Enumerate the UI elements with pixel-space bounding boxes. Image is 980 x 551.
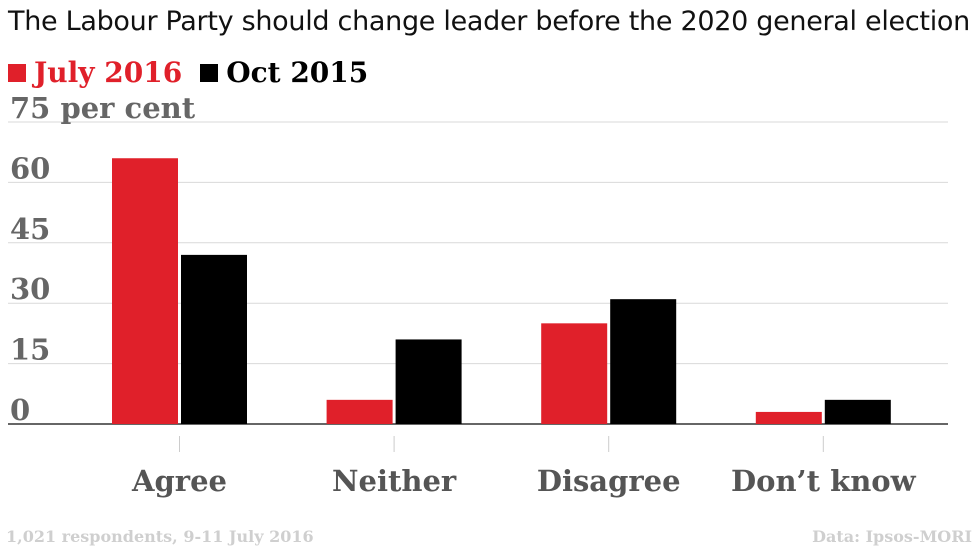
bar-oct-2015-1 xyxy=(395,339,462,424)
legend-swatch-july xyxy=(8,63,26,82)
y-tick-label: 45 xyxy=(10,212,50,246)
bar-july-2016-0 xyxy=(112,158,178,425)
x-category-label: Don’t know xyxy=(731,464,917,498)
legend: July 2016 Oct 2015 xyxy=(8,56,368,89)
y-tick-label: 75 per cent xyxy=(10,91,196,125)
chart-title: The Labour Party should change leader be… xyxy=(8,6,970,37)
x-tick-marks xyxy=(179,436,824,452)
bar-oct-2015-0 xyxy=(181,254,247,424)
y-tick-label: 15 xyxy=(10,333,50,367)
y-tick-label: 60 xyxy=(10,151,50,185)
x-category-label: Disagree xyxy=(537,464,681,498)
bar-oct-2015-2 xyxy=(610,299,677,424)
footer-source: Data: Ipsos-MORI xyxy=(812,527,972,546)
bar-july-2016-3 xyxy=(755,411,822,424)
y-tick-label: 30 xyxy=(10,272,50,306)
bar-july-2016-1 xyxy=(326,399,393,424)
x-category-labels: Agree Neither Disagree Don’t know xyxy=(131,464,917,498)
bars xyxy=(112,158,891,425)
x-category-label: Neither xyxy=(332,464,457,498)
y-tick-labels: 0 15 30 45 60 75 per cent xyxy=(10,91,196,427)
legend-item-oct: Oct 2015 xyxy=(200,56,368,89)
legend-label-july: July 2016 xyxy=(34,56,183,89)
y-tick-label: 0 xyxy=(10,393,30,427)
bar-oct-2015-3 xyxy=(824,399,891,424)
footer-note: 1,021 respondents, 9-11 July 2016 xyxy=(6,527,314,546)
legend-item-july: July 2016 xyxy=(8,56,182,89)
legend-swatch-oct xyxy=(200,63,219,82)
x-category-label: Agree xyxy=(131,464,227,498)
legend-label-oct: Oct 2015 xyxy=(226,56,369,89)
bar-july-2016-2 xyxy=(541,323,608,424)
